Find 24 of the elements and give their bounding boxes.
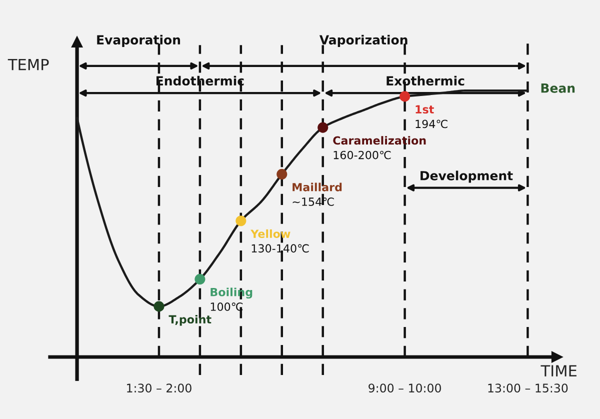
series-label: Maillard	[292, 182, 342, 192]
annotation: Development	[420, 170, 513, 183]
annotation: Vaporization	[319, 34, 408, 47]
series-label: T,point	[168, 314, 212, 326]
series-label: 1st	[416, 105, 434, 114]
point	[154, 301, 164, 312]
data-label: 100℃	[210, 302, 243, 311]
y-axis-title: TEMP	[8, 59, 49, 70]
point	[400, 91, 410, 102]
point	[276, 168, 288, 180]
x-tick-label: 1:30 – 2:00	[127, 384, 192, 393]
annotation: Evaporation	[97, 34, 180, 47]
point	[194, 274, 206, 285]
annotation: Endothermic	[156, 76, 244, 86]
data-label: 160-200℃	[334, 150, 391, 160]
point	[318, 122, 328, 133]
legend-label: Bean	[541, 84, 575, 93]
data-label: 130-140℃	[252, 244, 309, 253]
x-tick-label: 9:00 – 10:00	[368, 384, 441, 393]
annotation: Exothermic	[386, 76, 464, 86]
x-axis-title: TIME	[540, 365, 576, 376]
data-label: 194℃	[416, 120, 448, 128]
point	[236, 216, 246, 226]
x-tick-label: 13:00 – 15:30	[488, 384, 568, 393]
